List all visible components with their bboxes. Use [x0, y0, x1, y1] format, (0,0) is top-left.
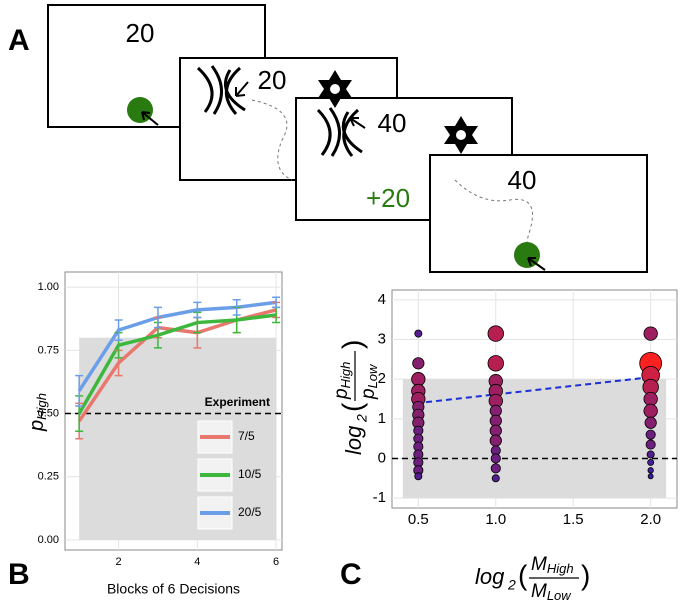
screen-number: 20 [258, 65, 287, 95]
y-axis-label: pHigh [26, 393, 49, 432]
axis-label: High [547, 561, 574, 576]
x-tick-label: 6 [273, 556, 279, 568]
axis-label: p [358, 388, 379, 400]
point [490, 453, 501, 464]
point [643, 391, 658, 407]
axis-label: ( [336, 402, 367, 412]
axis-label: Low [365, 363, 380, 388]
point [647, 458, 655, 466]
legend-label: 7/5 [238, 429, 255, 443]
y-tick-label: 1.00 [38, 281, 59, 293]
stimulus [196, 65, 363, 157]
y-axis-label: High [34, 393, 49, 420]
panel-label: C [340, 558, 362, 591]
error-bar [153, 306, 162, 329]
point [644, 416, 657, 429]
x-tick-label: 0.5 [408, 511, 429, 528]
x-tick-label: 2 [115, 556, 121, 568]
point [647, 467, 654, 474]
error-bar [114, 319, 123, 341]
axis-label: 2 [507, 577, 516, 593]
legend-label: 10/5 [238, 467, 262, 481]
axis-label: log [475, 564, 505, 589]
x-tick-label: 1.5 [563, 511, 584, 528]
series-line [77, 313, 277, 415]
point [491, 474, 500, 483]
point [490, 463, 501, 474]
panel-label: A [8, 24, 30, 57]
point [643, 403, 658, 419]
panel-a-screens [47, 4, 648, 273]
error-bar [272, 296, 281, 309]
point [414, 472, 423, 481]
point [643, 326, 658, 341]
axis-label: log [341, 425, 366, 455]
point [487, 325, 504, 342]
panel-label: B [8, 558, 30, 591]
axis-label: p [331, 388, 352, 400]
axis-label: High [338, 362, 353, 389]
point [411, 372, 426, 387]
point [487, 355, 504, 372]
y-tick-label: 1 [378, 410, 386, 427]
point [412, 357, 425, 370]
axis-label: pHigh [331, 362, 353, 400]
x-axis-label: Blocks of 6 Decisions [107, 581, 240, 597]
axis-label: MHigh [531, 554, 574, 576]
y-tick-label: 0.50 [38, 407, 59, 419]
axis-label: ) [581, 559, 590, 590]
axis-label: Low [547, 588, 572, 603]
axis-label: M [531, 581, 547, 602]
y-tick-label: 4 [378, 291, 386, 308]
point [489, 434, 502, 447]
axis-label: ) [336, 340, 367, 349]
target [127, 97, 153, 123]
y-tick-label: 2 [378, 370, 386, 387]
point [645, 429, 656, 440]
point [647, 473, 654, 480]
panel-a-icons [127, 65, 546, 271]
y-tick-label: 0.00 [38, 534, 59, 546]
cursor [141, 111, 159, 126]
screen-number: 40 [508, 165, 537, 195]
error-bar [232, 299, 241, 316]
y-tick-label: 0.75 [38, 344, 59, 356]
x-tick-label: 2.0 [640, 511, 661, 528]
screen-number: 20 [126, 18, 155, 48]
y-tick-label: 0.25 [38, 471, 59, 483]
axis-label: ( [518, 559, 528, 590]
axis-label: 2 [354, 414, 370, 423]
x-tick-label: 4 [194, 556, 200, 568]
legend-title: Experiment [205, 395, 270, 409]
legend-label: 20/5 [238, 505, 262, 519]
axis-label: M [531, 554, 547, 575]
y-tick-label: -1 [373, 489, 386, 506]
y-tick-label: 0 [378, 449, 386, 466]
y-axis-label: p [26, 420, 48, 432]
shade [402, 379, 667, 499]
axis-label: MLow [531, 581, 572, 603]
error-bar [193, 301, 202, 319]
point [414, 329, 423, 338]
screen-number: 40 [378, 108, 407, 138]
point [645, 439, 656, 450]
fit-line [425, 376, 651, 404]
series-line [77, 300, 277, 392]
x-tick-label: 1.0 [485, 511, 506, 528]
error-bar [75, 374, 84, 407]
point [646, 450, 655, 459]
feedback: +20 [366, 183, 410, 213]
axis-label: pLow [358, 363, 380, 400]
y-tick-label: 3 [378, 331, 386, 348]
